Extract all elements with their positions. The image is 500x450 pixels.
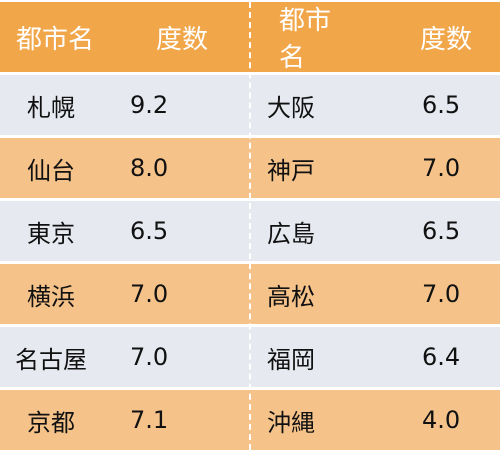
table-row: 仙台 8.0 神戸 7.0 xyxy=(0,138,500,198)
header-city-left: 都市名 xyxy=(16,24,95,55)
city-right: 沖縄 xyxy=(267,408,315,437)
table-row: 京都 7.1 沖縄 4.0 xyxy=(0,390,500,450)
degree-right: 6.5 xyxy=(422,217,461,245)
degree-left: 7.1 xyxy=(130,406,169,434)
table-row: 札幌 9.2 大阪 6.5 xyxy=(0,75,500,135)
city-right: 高松 xyxy=(267,282,315,311)
degree-left: 9.2 xyxy=(130,91,169,119)
degree-right: 6.4 xyxy=(422,343,461,371)
city-right: 広島 xyxy=(267,219,315,248)
city-right: 神戸 xyxy=(267,156,315,185)
degree-left: 7.0 xyxy=(130,343,169,371)
degree-right: 7.0 xyxy=(422,280,461,308)
header-city-right: 都市名 xyxy=(279,6,332,73)
table-header: 都市名 度数 都市名 度数 xyxy=(0,2,500,73)
header-degree-left: 度数 xyxy=(156,24,209,55)
city-left: 横浜 xyxy=(27,282,75,311)
city-left: 東京 xyxy=(27,219,75,248)
degree-right: 7.0 xyxy=(422,154,461,182)
city-left: 仙台 xyxy=(27,156,75,185)
degree-right: 4.0 xyxy=(422,406,461,434)
degree-left: 6.5 xyxy=(130,217,169,245)
city-left: 京都 xyxy=(27,408,75,437)
degree-right: 6.5 xyxy=(422,91,461,119)
city-right: 福岡 xyxy=(267,345,315,374)
city-left: 名古屋 xyxy=(15,345,87,374)
table-row: 東京 6.5 広島 6.5 xyxy=(0,201,500,261)
degree-left: 7.0 xyxy=(130,280,169,308)
header-degree-right: 度数 xyxy=(420,24,473,55)
table-row: 横浜 7.0 高松 7.0 xyxy=(0,264,500,324)
city-left: 札幌 xyxy=(27,93,75,122)
table-row: 名古屋 7.0 福岡 6.4 xyxy=(0,327,500,387)
degree-left: 8.0 xyxy=(130,154,169,182)
city-right: 大阪 xyxy=(267,93,315,122)
